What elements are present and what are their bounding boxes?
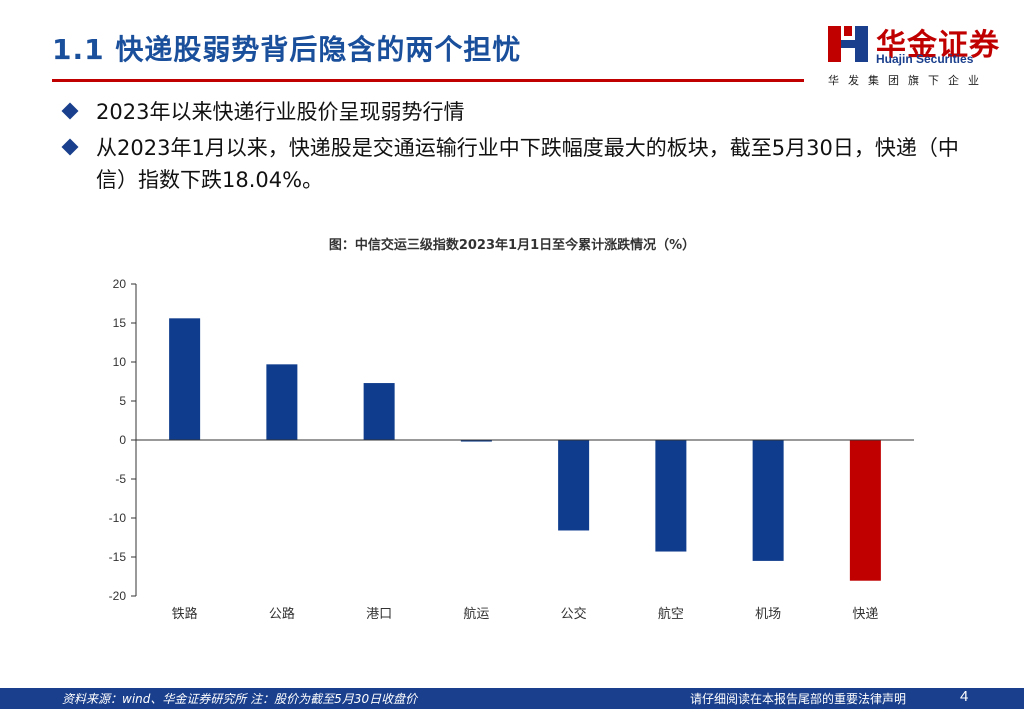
footer-legal-notice: 请仔细阅读在本报告尾部的重要法律声明 [690, 692, 907, 706]
x-category-label: 公交 [561, 606, 587, 622]
x-category-label: 港口 [366, 607, 392, 622]
y-tick-label: -5 [115, 472, 126, 486]
footer-source: 资料来源：wind、华金证券研究所 注：股价为截至5月30日收盘价 [62, 692, 418, 706]
bar-2 [266, 364, 298, 440]
y-tick-label: 15 [113, 316, 127, 330]
y-tick-label: -15 [109, 550, 127, 564]
bar-6 [655, 440, 687, 552]
logo-name-cn: 华金证券 [876, 28, 1000, 63]
y-tick-label: 20 [113, 277, 127, 291]
page-number: 4 [960, 688, 969, 705]
x-category-label: 铁路 [172, 606, 198, 622]
bullet-item: 从2023年1月以来，快递股是交通运输行业中下跌幅度最大的板块，截至5月30日，… [61, 132, 982, 196]
bullet-item: 2023年以来快递行业股价呈现弱势行情 [61, 96, 982, 128]
y-tick-label: 10 [113, 355, 127, 369]
bar-7 [752, 440, 784, 561]
bar-1 [169, 318, 201, 440]
logo-name-en: Huajin Securities [876, 52, 974, 66]
logo-tagline: 华发集团旗下企业 [828, 74, 988, 87]
company-logo: 华金证券 Huajin Securities 华发集团旗下企业 [826, 20, 1001, 90]
x-category-label: 机场 [755, 607, 781, 622]
huajin-logo-icon [828, 26, 868, 62]
bar-5 [558, 440, 590, 531]
y-tick-label: -10 [109, 511, 127, 525]
title-divider [52, 79, 804, 82]
footer-bar: 资料来源：wind、华金证券研究所 注：股价为截至5月30日收盘价 请仔细阅读在… [0, 688, 1024, 709]
bullet-text: 从2023年1月以来，快递股是交通运输行业中下跌幅度最大的板块，截至5月30日，… [96, 136, 959, 192]
x-category-label: 航运 [463, 606, 489, 622]
x-category-label: 公路 [269, 606, 295, 622]
y-tick-label: 5 [119, 394, 126, 408]
bullet-text: 2023年以来快递行业股价呈现弱势行情 [96, 100, 465, 124]
bar-8 [849, 440, 881, 581]
x-category-label: 快递 [852, 607, 878, 622]
page-title: 1.1 快递股弱势背后隐含的两个担忧 [52, 33, 522, 66]
chart-title: 图：中信交运三级指数2023年1月1日至今累计涨跌情况（%） [328, 238, 696, 253]
x-category-label: 航空 [658, 606, 684, 622]
y-tick-label: 0 [119, 433, 126, 447]
bar-3 [363, 383, 395, 440]
bar-4 [460, 440, 492, 442]
bullet-list: 2023年以来快递行业股价呈现弱势行情 从2023年1月以来，快递股是交通运输行… [61, 96, 982, 200]
y-tick-label: -20 [109, 589, 127, 603]
